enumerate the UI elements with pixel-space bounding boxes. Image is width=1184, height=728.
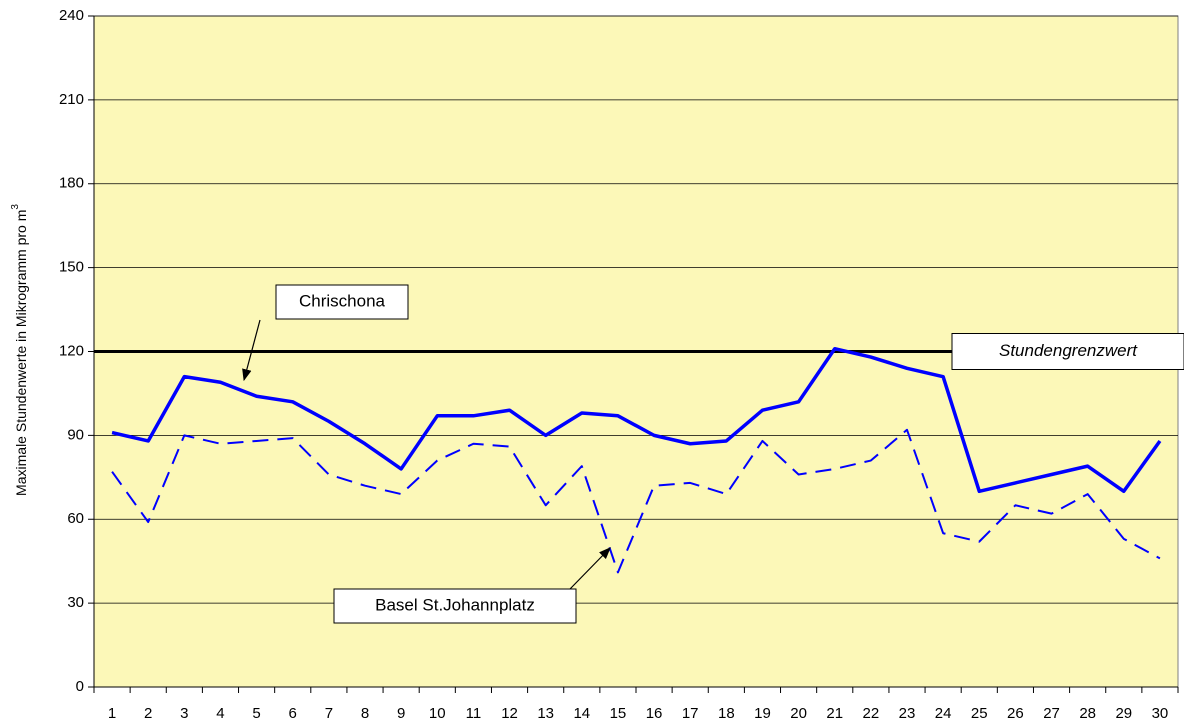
y-tick-label: 30 — [67, 594, 84, 611]
x-tick-label: 2 — [144, 705, 152, 722]
x-tick-label: 7 — [325, 705, 333, 722]
x-tick-label: 20 — [790, 705, 807, 722]
y-tick-label: 90 — [67, 426, 84, 443]
x-tick-label: 16 — [646, 705, 663, 722]
annotation-arrow — [242, 319, 261, 382]
x-tick-label: 12 — [501, 705, 518, 722]
y-axis-label-text: Maximale Stundenwerte in Mikrogramm pro … — [13, 210, 29, 496]
threshold-label-box — [951, 333, 1184, 370]
x-tick-label: 4 — [216, 705, 224, 722]
annotation-arrow — [569, 547, 611, 590]
x-tick-label: 26 — [1007, 705, 1024, 722]
series-line — [111, 428, 1161, 574]
x-tick-label: 21 — [826, 705, 843, 722]
x-tick-label: 1 — [108, 705, 116, 722]
y-tick-label: 150 — [59, 259, 84, 276]
y-tick-label: 210 — [59, 91, 84, 108]
x-tick-label: 22 — [863, 705, 880, 722]
x-tick-label: 14 — [573, 705, 590, 722]
annotation-box — [275, 284, 409, 320]
x-tick-label: 23 — [899, 705, 916, 722]
y-tick-label: 0 — [76, 678, 84, 695]
x-tick-label: 18 — [718, 705, 735, 722]
x-tick-label: 17 — [682, 705, 699, 722]
x-tick-label: 6 — [289, 705, 297, 722]
threshold-label: Stundengrenzwert — [999, 341, 1138, 360]
x-tick-label: 9 — [397, 705, 405, 722]
x-tick-label: 24 — [935, 705, 952, 722]
annotation-box — [333, 588, 577, 624]
x-tick-label: 15 — [610, 705, 627, 722]
x-tick-label: 8 — [361, 705, 369, 722]
annotation-label: Chrischona — [299, 291, 386, 310]
x-tick-label: 3 — [180, 705, 188, 722]
y-tick-label: 120 — [59, 342, 84, 359]
y-tick-label: 60 — [67, 510, 84, 527]
x-tick-label: 13 — [537, 705, 554, 722]
y-tick-label: 240 — [59, 7, 84, 24]
y-axis-label-sup: 3 — [10, 204, 21, 210]
y-axis-label: Maximale Stundenwerte in Mikrogramm pro … — [10, 204, 29, 496]
series-line — [111, 346, 1162, 494]
x-tick-label: 29 — [1115, 705, 1132, 722]
y-tick-label: 180 — [59, 175, 84, 192]
x-tick-label: 5 — [252, 705, 260, 722]
x-tick-label: 10 — [429, 705, 446, 722]
x-tick-label: 19 — [754, 705, 771, 722]
annotation-label: Basel St.Johannplatz — [375, 595, 535, 614]
x-tick-label: 28 — [1079, 705, 1096, 722]
x-tick-label: 30 — [1152, 705, 1169, 722]
x-tick-label: 11 — [466, 705, 482, 722]
x-tick-label: 27 — [1043, 705, 1060, 722]
x-tick-label: 25 — [971, 705, 988, 722]
